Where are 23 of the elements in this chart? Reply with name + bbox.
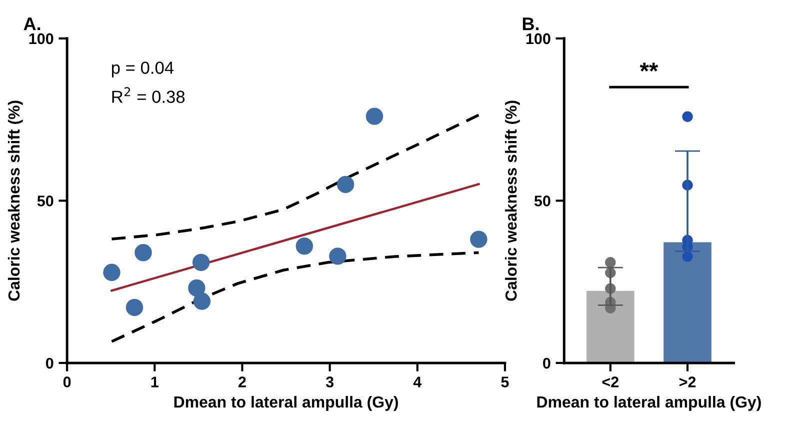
- x-tick-label: <2: [602, 376, 618, 388]
- y-tick-label: 0: [543, 358, 550, 369]
- y-axis-title: Caloric weakness shift (%): [8, 100, 23, 301]
- x-tick-label: 3: [326, 376, 334, 388]
- x-tick-label: 2: [238, 376, 246, 388]
- x-axis-title: Dmean to lateral ampulla (Gy): [174, 396, 398, 411]
- annotation: p = 0.04: [112, 62, 174, 78]
- x-tick-label: 4: [413, 376, 422, 388]
- x-axis-title: Dmean to lateral ampulla (Gy): [537, 396, 761, 411]
- x-tick-label: 0: [63, 376, 71, 388]
- x-tick-label: 1: [151, 376, 158, 388]
- y-tick-label: 0: [46, 358, 54, 369]
- y-tick-label: 100: [29, 33, 54, 44]
- y-axis-title: Caloric weakness shift (%): [505, 100, 520, 301]
- chart-title: B.: [522, 18, 539, 30]
- y-tick-label: 50: [534, 196, 550, 206]
- y-tick-label: 50: [37, 196, 54, 206]
- chart-title: A.: [24, 18, 40, 30]
- annotation: **: [640, 62, 658, 72]
- x-tick-label: 5: [501, 376, 509, 388]
- y-tick-label: 100: [526, 33, 550, 44]
- annotation: R$^{2}$ = 0.38: [112, 87, 185, 103]
- x-tick-label: >2: [679, 376, 696, 388]
